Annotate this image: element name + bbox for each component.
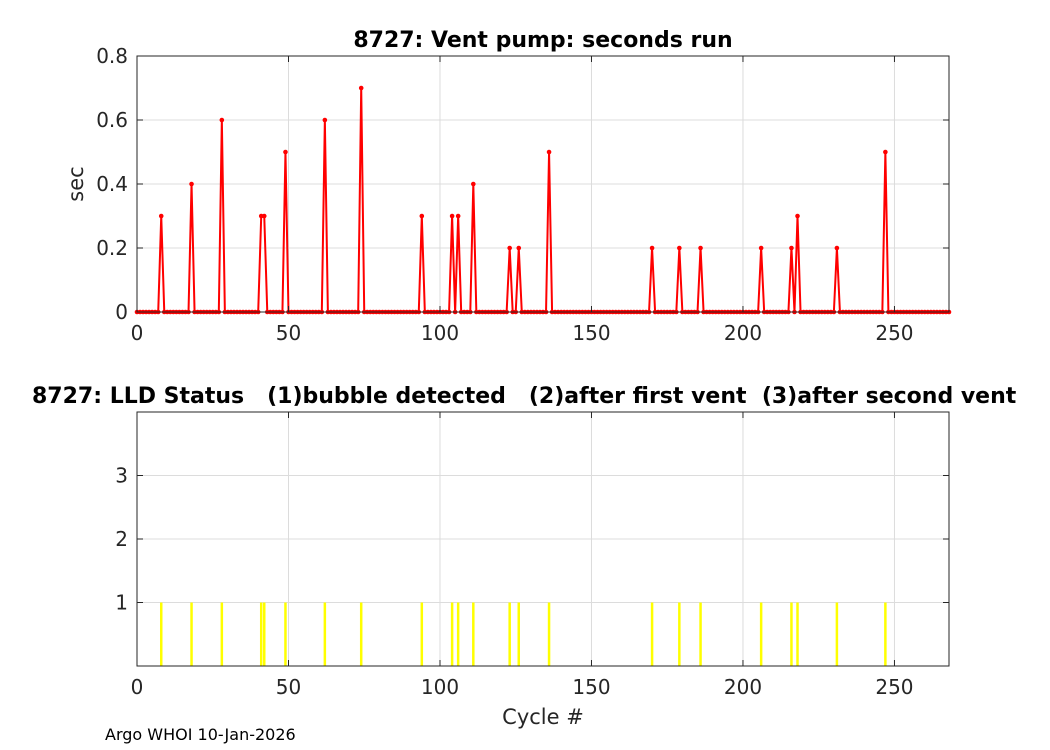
pump-data-point bbox=[158, 213, 164, 219]
pump-data-point bbox=[283, 149, 288, 155]
pump-data-point bbox=[219, 117, 225, 123]
pump-data-point bbox=[449, 213, 455, 219]
pump-data-point bbox=[455, 213, 461, 219]
pump-data-point bbox=[883, 149, 888, 155]
pump-data-point bbox=[261, 213, 267, 219]
vent-pump-chart: 0 50 100 150 200 250 0 0.2 0.4 0.6 0.8 8727: Vent p… bbox=[64, 28, 952, 345]
pump-data-point bbox=[649, 245, 655, 251]
lld-status-chart: 0 50 100 150 200 250 1 2 3 8727: LLD Status (1)bu… bbox=[32, 384, 1017, 729]
y-tick-label: 1 bbox=[115, 591, 128, 615]
x-axis-label: Cycle # bbox=[502, 705, 584, 729]
x-tick-label: 0 bbox=[131, 321, 144, 345]
pump-data-point bbox=[471, 181, 476, 187]
pump-data-point bbox=[189, 181, 194, 187]
chart-title: 8727: Vent pump: seconds run bbox=[353, 28, 732, 53]
y-tick-label: 2 bbox=[115, 527, 128, 551]
x-tick-label: 150 bbox=[572, 675, 610, 699]
x-tick-label: 100 bbox=[421, 675, 459, 699]
y-tick-label: 0.2 bbox=[96, 236, 128, 260]
pump-data-point bbox=[507, 245, 512, 251]
x-tick-label: 100 bbox=[421, 321, 459, 345]
pump-data-point bbox=[789, 245, 794, 251]
chart-title: 8727: LLD Status (1)bubble detected (2)a… bbox=[32, 384, 1017, 409]
pump-data-point bbox=[758, 245, 764, 251]
y-tick-label: 0.4 bbox=[96, 172, 128, 196]
pump-data-point bbox=[834, 245, 840, 251]
pump-data-point bbox=[795, 213, 800, 219]
x-tick-label: 150 bbox=[572, 321, 610, 345]
pump-data-point bbox=[546, 149, 552, 155]
pump-data-point bbox=[677, 245, 682, 251]
y-tick-label: 0.6 bbox=[96, 108, 128, 132]
pump-data-point bbox=[322, 117, 328, 123]
x-tick-label: 200 bbox=[724, 675, 762, 699]
pump-data-point bbox=[698, 245, 703, 251]
x-tick-label: 250 bbox=[875, 675, 913, 699]
pump-data-point bbox=[516, 245, 522, 251]
x-tick-label: 250 bbox=[875, 321, 913, 345]
y-axis-label: sec bbox=[64, 166, 88, 201]
pump-data-point bbox=[358, 85, 364, 91]
x-tick-label: 50 bbox=[276, 675, 301, 699]
footer-credit: Argo WHOI 10-Jan-2026 bbox=[105, 725, 296, 744]
x-tick-label: 200 bbox=[724, 321, 762, 345]
x-tick-label: 0 bbox=[131, 675, 144, 699]
x-tick-label: 50 bbox=[276, 321, 301, 345]
pump-data-point bbox=[419, 213, 425, 219]
y-tick-label: 0 bbox=[115, 300, 128, 324]
y-tick-label: 0.8 bbox=[96, 44, 128, 68]
y-tick-label: 3 bbox=[115, 464, 128, 488]
